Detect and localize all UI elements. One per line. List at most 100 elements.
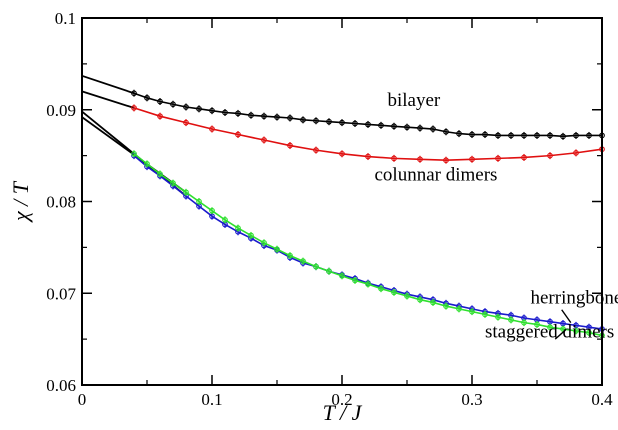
data-point-bilayer-30 [508,132,514,139]
data-point-bilayer-18 [352,120,358,127]
data-point-bilayer-16 [326,118,332,125]
data-point-colunnar-dimers-13 [443,157,449,164]
data-point-bilayer-8 [222,109,228,116]
data-point-bilayer-4 [170,101,176,108]
annotation-herringbone: herringbone [531,287,618,308]
data-point-staggered-dimers-16 [326,268,332,275]
x-tick-label: 0.4 [591,390,613,409]
data-point-staggered-dimers-5 [183,189,189,196]
data-point-staggered-dimers-18 [352,277,358,284]
x-axis-label: T / J [323,400,363,425]
data-point-bilayer-26 [456,130,462,137]
data-point-colunnar-dimers-15 [495,155,501,162]
data-point-bilayer-23 [417,125,423,131]
series-line-bilayer [133,92,602,138]
pointer-lines [554,309,572,340]
data-point-bilayer-10 [248,112,254,119]
series-bilayer [131,89,605,140]
data-point-bilayer-31 [521,132,527,139]
data-point-colunnar-dimers-16 [521,154,527,161]
annotation-staggered-dimers: staggered dimers [485,321,614,342]
data-point-bilayer-15 [313,117,319,124]
data-point-colunnar-dimers-14 [469,156,475,163]
y-tick-label: 0.07 [46,284,76,303]
data-point-colunnar-dimers-9 [339,150,345,157]
data-point-staggered-dimers-13 [287,252,293,259]
data-point-bilayer-6 [196,105,202,112]
data-point-staggered-dimers-11 [261,239,267,246]
fit-line-1 [81,74,135,95]
data-point-staggered-dimers-15 [313,263,319,270]
data-point-bilayer-35 [573,132,579,139]
data-point-staggered-dimers-36 [586,329,592,336]
x-tick-label: 0.3 [461,390,482,409]
y-tick-label: 0.09 [46,101,76,120]
data-point-staggered-dimers-6 [196,198,202,205]
data-point-bilayer-19 [365,121,371,128]
x-tick-label: 0 [78,390,87,409]
data-point-staggered-dimers-2 [144,161,150,167]
pointer-line-2 [554,329,567,340]
x-tick-label: 0.2 [331,390,352,409]
data-point-staggered-dimers-21 [391,289,397,296]
data-point-colunnar-dimers-1 [131,105,137,111]
data-point-bilayer-12 [274,114,280,120]
fit-line-2 [81,90,135,109]
data-point-colunnar-dimers-17 [547,152,553,159]
data-point-bilayer-9 [235,110,241,117]
data-point-staggered-dimers-7 [209,207,215,214]
data-point-bilayer-21 [391,123,397,130]
data-point-staggered-dimers-28 [482,311,488,318]
data-point-staggered-dimers-8 [222,217,228,223]
data-point-bilayer-2 [144,94,150,101]
data-point-staggered-dimers-23 [417,296,423,303]
data-point-colunnar-dimers-10 [365,153,371,160]
data-point-bilayer-34 [560,133,566,140]
data-point-staggered-dimers-17 [339,272,345,279]
data-point-colunnar-dimers-12 [417,156,423,163]
data-point-bilayer-27 [469,131,475,138]
annotation-bilayer: bilayer [388,90,441,111]
data-point-staggered-dimers-9 [235,225,241,231]
data-point-bilayer-36 [586,132,592,139]
y-tick-label: 0.1 [55,9,76,28]
data-point-colunnar-dimers-8 [313,147,319,153]
annotations: bilayer colunnar dimers herringbone stagger… [375,90,618,342]
data-point-bilayer-14 [300,116,306,123]
data-point-colunnar-dimers-18 [573,150,579,156]
series-group [131,89,605,339]
data-point-bilayer-32 [534,132,540,139]
series-colunnar-dimers [131,104,605,164]
data-point-staggered-dimers-24 [430,299,436,306]
y-axis-label: χ / T [8,180,33,223]
data-point-staggered-dimers-12 [274,246,280,253]
data-point-bilayer-1 [131,90,137,97]
data-point-bilayer-7 [209,107,215,114]
data-point-staggered-dimers-1 [131,150,137,157]
data-point-bilayer-11 [261,113,267,120]
data-point-staggered-dimers-31 [521,319,527,326]
data-point-bilayer-17 [339,119,345,126]
data-point-staggered-dimers-26 [456,305,462,312]
data-point-staggered-dimers-25 [443,303,449,309]
data-point-bilayer-24 [430,126,436,132]
y-tick-label: 0.08 [46,193,76,212]
data-point-staggered-dimers-20 [378,285,384,292]
data-point-colunnar-dimers-6 [261,137,267,143]
data-point-staggered-dimers-10 [248,232,254,239]
data-point-staggered-dimers-32 [534,321,540,328]
data-point-staggered-dimers-4 [170,180,176,186]
data-point-staggered-dimers-19 [365,281,371,287]
data-point-bilayer-33 [547,132,553,139]
axis-ticks: 0 0.1 0.2 0.3 0.4 0.06 0.07 0.08 0.09 0.1 [46,9,613,409]
series-staggered-dimers [131,150,605,339]
data-point-staggered-dimers-27 [469,308,475,315]
data-point-bilayer-22 [404,124,410,131]
y-tick-label: 0.06 [46,376,76,395]
data-point-staggered-dimers-33 [547,324,553,331]
data-point-bilayer-29 [495,132,501,139]
data-point-colunnar-dimers-4 [209,126,215,132]
data-point-colunnar-dimers-3 [183,119,189,126]
data-point-colunnar-dimers-2 [157,113,163,120]
